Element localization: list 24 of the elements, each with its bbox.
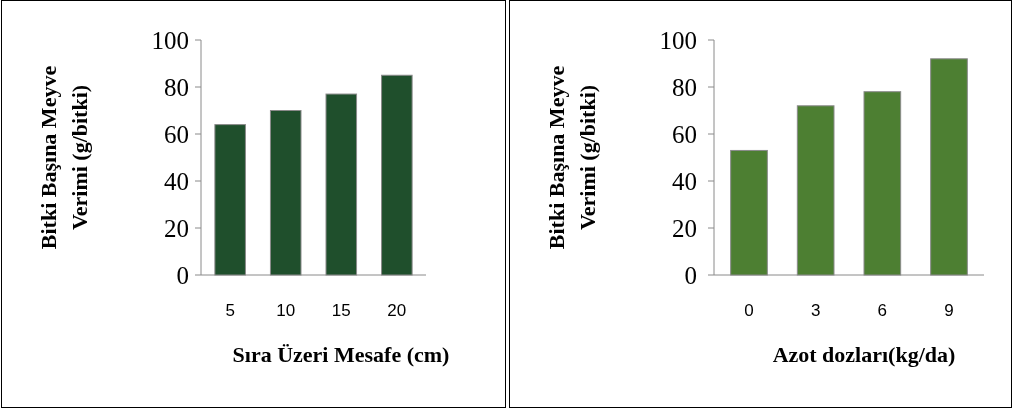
x-tick-label: 20 [387,301,407,320]
y-tick-label: 100 [659,26,697,54]
y-axis-title: Bitki Başına Meyve Verimi (g/bitki) [544,65,600,250]
x-tick-label: 10 [276,301,296,320]
y-tick-label: 40 [164,167,189,195]
y-tick-label: 20 [672,214,697,242]
x-axis-title: Azot dozları(kg/da) [772,342,956,367]
x-tick-label: 15 [331,301,351,320]
y-tick-label: 80 [672,73,697,101]
x-axis-title: Sıra Üzeri Mesafe (cm) [232,342,450,367]
y-tick-label: 20 [164,214,189,242]
y-tick-label: 0 [176,261,189,289]
x-tick-label: 3 [810,301,821,320]
y-tick-label: 0 [684,261,697,289]
y-tick-label: 60 [164,120,189,148]
x-tick-label: 0 [744,301,754,320]
x-tick-label: 5 [225,301,235,320]
y-axis-title: Bitki Başına Meyve Verimi (g/bitki) [36,65,92,250]
y-tick-label: 40 [672,167,697,195]
y-tick-label: 60 [672,120,697,148]
y-tick-label: 100 [151,26,189,54]
x-tick-label: 6 [877,301,888,320]
x-tick-label: 9 [944,301,954,320]
y-tick-label: 80 [164,73,189,101]
